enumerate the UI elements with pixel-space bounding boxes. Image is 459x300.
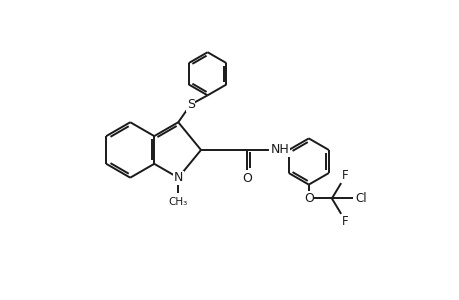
Text: N: N <box>173 171 183 184</box>
Text: O: O <box>303 192 313 205</box>
Text: S: S <box>186 98 194 111</box>
Text: F: F <box>341 215 348 228</box>
Text: Cl: Cl <box>354 192 366 205</box>
Text: CH₃: CH₃ <box>168 197 187 207</box>
Text: NH: NH <box>270 143 288 157</box>
Text: O: O <box>242 172 252 184</box>
Text: F: F <box>341 169 348 182</box>
